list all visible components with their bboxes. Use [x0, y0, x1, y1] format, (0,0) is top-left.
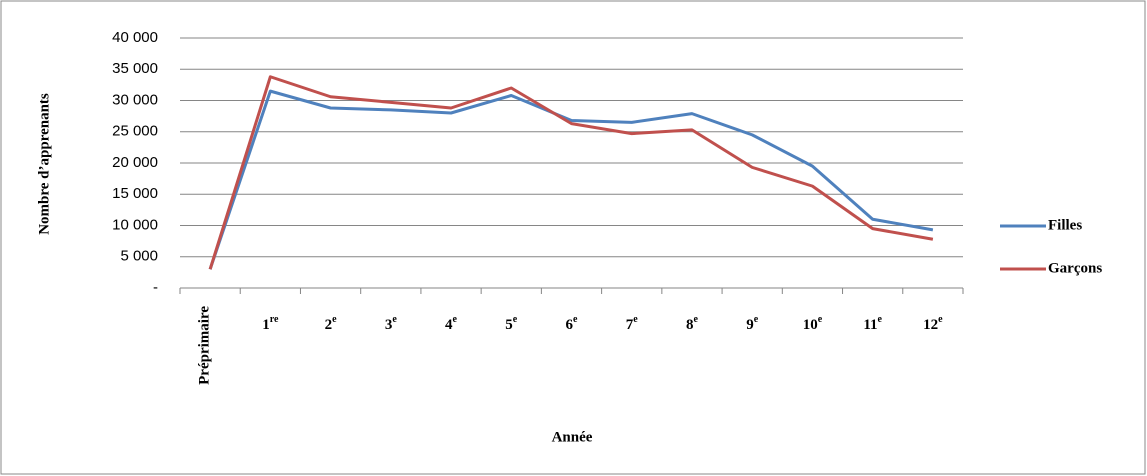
y-tick-label: 40 000 [112, 29, 158, 46]
x-tick-main: 4 [445, 317, 453, 333]
x-tick-main: 1 [262, 317, 270, 333]
x-tick-main: 8 [686, 317, 694, 333]
y-tick-label: 30 000 [112, 91, 158, 108]
x-tick-main: 12 [923, 317, 938, 333]
x-tick-main: 3 [385, 317, 393, 333]
x-tick-label: 3e [385, 314, 398, 333]
x-tick-main: 10 [803, 317, 818, 333]
x-tick-label: 9e [746, 314, 759, 333]
x-tick-main: 7 [626, 317, 634, 333]
x-tick-label: 4e [445, 314, 458, 333]
x-tick-sup: e [878, 314, 883, 325]
y-tick-label: 15 000 [112, 185, 158, 202]
x-tick-sup: e [818, 314, 823, 325]
x-tick-label: 12e [923, 314, 943, 333]
x-tick-sup: e [392, 314, 397, 325]
x-tick-sup: e [938, 314, 943, 325]
x-axis-title: Année [552, 429, 593, 445]
x-tick-sup: e [693, 314, 698, 325]
x-tick-label: 10e [803, 314, 823, 333]
x-tick-main: 11 [863, 317, 877, 333]
x-tick-sup: e [453, 314, 458, 325]
x-tick-main: 6 [566, 317, 574, 333]
x-tick-main: 2 [325, 317, 333, 333]
series-line [208, 89, 934, 270]
x-tick-label: Préprimaire [197, 306, 213, 385]
x-tick-sup: e [633, 314, 638, 325]
x-tick-label: 8e [686, 314, 699, 333]
y-tick-label: 20 000 [112, 154, 158, 171]
y-tick-label: 25 000 [112, 123, 158, 140]
x-tick-sup: e [513, 314, 518, 325]
x-tick-label: 7e [626, 314, 639, 333]
x-tick-label: 6e [566, 314, 579, 333]
x-tick-label: 2e [325, 314, 338, 333]
y-tick-label: 5 000 [120, 248, 158, 265]
x-tick-main: 5 [505, 317, 513, 333]
y-axis-title: Nombre d’apprenants [36, 93, 52, 235]
x-tick-sup: e [573, 314, 578, 325]
series-line [208, 75, 934, 270]
y-tick-label: 35 000 [112, 60, 158, 77]
y-tick-label: 10 000 [112, 216, 158, 233]
x-tick-sup: e [754, 314, 759, 325]
x-tick-label: 1re [262, 314, 279, 333]
legend-label: Filles [1048, 217, 1082, 233]
x-tick-sup: re [270, 314, 279, 325]
x-tick-label: 11e [863, 314, 882, 333]
x-tick-main: 9 [746, 317, 754, 333]
legend-label: Garçons [1048, 260, 1102, 276]
y-tick-label: - [153, 279, 158, 296]
x-tick-sup: e [332, 314, 337, 325]
x-tick-label: 5e [505, 314, 518, 333]
